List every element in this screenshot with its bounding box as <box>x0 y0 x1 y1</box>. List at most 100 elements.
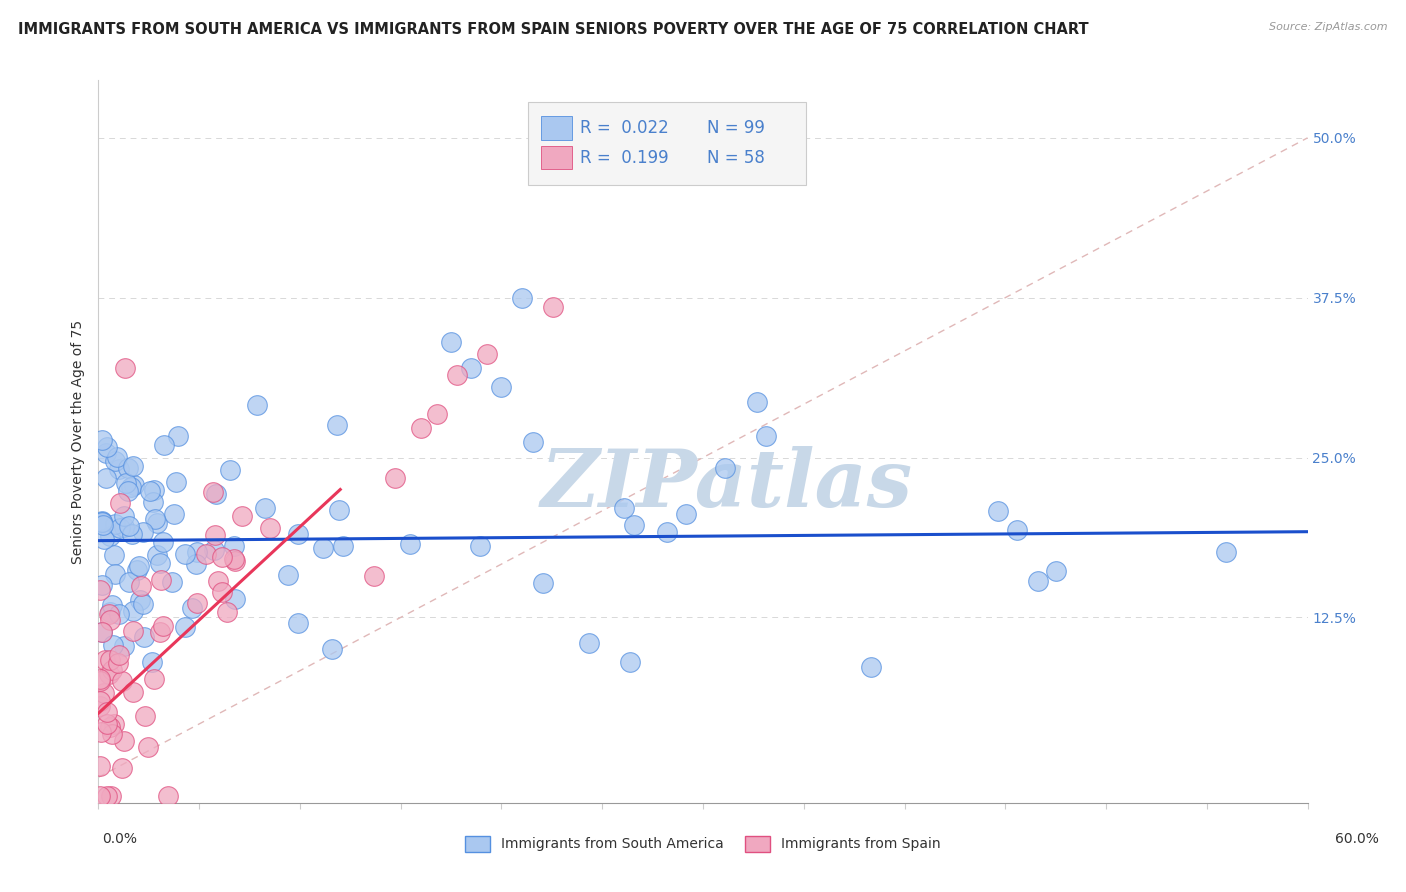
Legend: Immigrants from South America, Immigrants from Spain: Immigrants from South America, Immigrant… <box>460 830 946 857</box>
Point <box>91 433 114 447</box>
Point <box>152 535 174 549</box>
Point <box>311 541 333 556</box>
Text: Source: ZipAtlas.com: Source: ZipAtlas.com <box>1270 22 1388 32</box>
Point <box>186 557 208 571</box>
Point <box>96 706 118 720</box>
Point <box>107 648 129 662</box>
Point <box>384 471 406 485</box>
Point <box>91 515 114 529</box>
Point <box>138 484 160 499</box>
Point <box>201 484 224 499</box>
Point <box>1045 564 1067 578</box>
Point <box>98 529 121 543</box>
Point <box>143 673 166 687</box>
Text: N = 58: N = 58 <box>707 149 765 167</box>
Point <box>104 566 127 581</box>
Point <box>94 471 117 485</box>
Point <box>128 559 150 574</box>
Point <box>131 524 153 539</box>
Point <box>149 624 172 639</box>
Point <box>321 642 343 657</box>
Point <box>143 512 166 526</box>
Point <box>108 462 131 476</box>
Point <box>987 504 1010 518</box>
Point <box>89 672 111 686</box>
Point <box>103 717 125 731</box>
Point <box>149 556 172 570</box>
Point <box>138 740 160 755</box>
Point <box>440 335 463 350</box>
Point <box>91 578 114 592</box>
Point <box>398 537 420 551</box>
Point <box>112 509 135 524</box>
Point <box>91 516 114 530</box>
Point <box>332 539 354 553</box>
Point <box>103 548 125 562</box>
Point <box>96 716 118 731</box>
Point <box>224 554 246 568</box>
FancyBboxPatch shape <box>527 102 806 185</box>
Point <box>104 517 127 532</box>
Point <box>117 461 139 475</box>
Point <box>714 461 737 475</box>
Point <box>114 361 136 376</box>
Point <box>619 656 641 670</box>
Point <box>1005 523 1028 537</box>
Point <box>91 514 114 528</box>
Point <box>167 428 190 442</box>
Point <box>541 300 564 314</box>
Point <box>578 636 600 650</box>
Point <box>118 519 141 533</box>
Point <box>131 597 153 611</box>
Point <box>93 686 115 700</box>
Point <box>98 613 121 627</box>
Point <box>186 596 208 610</box>
Point <box>93 653 115 667</box>
Point <box>246 398 269 412</box>
Point <box>108 521 131 535</box>
Point <box>747 395 769 409</box>
Point <box>152 619 174 633</box>
Point <box>100 789 122 804</box>
Point <box>121 684 143 698</box>
Point <box>107 656 129 670</box>
Point <box>129 592 152 607</box>
Point <box>160 574 183 589</box>
Point <box>120 480 142 494</box>
Point <box>755 428 778 442</box>
Text: IMMIGRANTS FROM SOUTH AMERICA VS IMMIGRANTS FROM SPAIN SENIORS POVERTY OVER THE : IMMIGRANTS FROM SOUTH AMERICA VS IMMIGRA… <box>18 22 1088 37</box>
Point <box>132 630 155 644</box>
Point <box>657 525 679 540</box>
Point <box>174 547 197 561</box>
Point <box>96 440 118 454</box>
Point <box>446 368 468 382</box>
Point <box>149 573 172 587</box>
Point <box>91 624 114 639</box>
Point <box>122 477 145 491</box>
Point <box>122 604 145 618</box>
Point <box>90 724 112 739</box>
Point <box>98 605 121 619</box>
Point <box>91 625 114 640</box>
Point <box>163 507 186 521</box>
Point <box>202 543 225 558</box>
Point <box>477 347 499 361</box>
Point <box>97 667 120 681</box>
Point <box>1026 574 1049 589</box>
Point <box>142 495 165 509</box>
Point <box>623 517 645 532</box>
Point <box>328 503 350 517</box>
Point <box>211 550 233 565</box>
Point <box>411 421 433 435</box>
FancyBboxPatch shape <box>541 146 572 169</box>
Point <box>98 720 121 734</box>
Text: 0.0%: 0.0% <box>103 832 136 846</box>
Point <box>101 639 124 653</box>
Point <box>89 583 111 598</box>
Point <box>101 598 124 612</box>
Text: 60.0%: 60.0% <box>1334 832 1379 846</box>
Point <box>110 496 132 510</box>
FancyBboxPatch shape <box>541 117 572 139</box>
Point <box>105 450 128 465</box>
Point <box>125 563 148 577</box>
